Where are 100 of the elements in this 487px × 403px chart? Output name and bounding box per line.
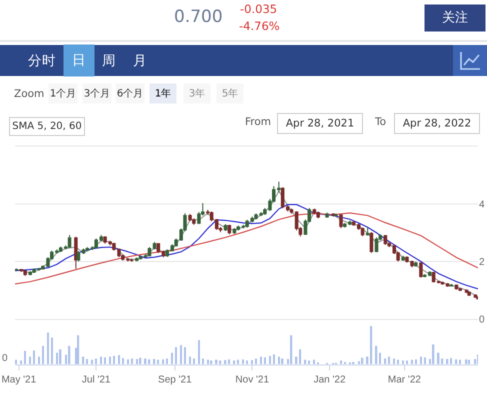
bar [118,355,120,364]
bar [20,360,22,364]
bar [411,360,413,364]
y-tick-label: 0 [479,314,485,326]
bar [15,360,17,364]
text: -0.035 [240,2,278,16]
bar [459,360,461,364]
candlestick [148,246,152,257]
bar [278,356,280,364]
bar [299,349,302,364]
candlestick [28,270,32,276]
bar [122,358,124,364]
bar [379,352,382,364]
bar [33,350,35,364]
candlestick [188,214,192,222]
candlestick [112,242,116,252]
bar [384,358,386,364]
bar [415,359,417,364]
bar [242,359,244,364]
candlestick [339,214,343,229]
bar [402,360,404,364]
bar [86,358,88,364]
bar [358,361,360,364]
bar [59,349,62,364]
bar [56,352,58,364]
candlestick [360,227,364,237]
text: 6个月 [116,88,144,100]
bar [420,356,422,364]
candlestick [23,270,27,276]
candlestick [74,236,78,270]
candlestick [312,208,316,215]
y-tick-label: 2 [479,257,485,268]
bar [237,360,239,364]
text: 5年 [222,88,238,100]
x-tick-label: May '21 [1,374,37,386]
x-tick-label: Jan '22 [314,374,346,386]
bar [251,360,253,364]
bar [77,335,80,364]
bar [198,340,200,364]
bar [308,360,310,364]
bar [207,360,209,364]
bar [131,358,133,364]
bar [255,358,257,364]
bar [397,360,399,364]
bar [189,356,191,364]
text: 关注 [442,10,468,26]
x-tick-label: Mar '22 [388,374,422,386]
line-series [16,190,478,298]
text: 0 [2,353,8,364]
bar [465,359,468,364]
bar [432,344,434,364]
bar [47,332,49,364]
bar [424,357,426,364]
candlestick [454,284,458,290]
bar [304,360,306,364]
text: 1个月 [50,88,76,100]
bar [260,356,262,364]
candlestick [401,255,405,262]
text: From [245,116,272,128]
candlestick [384,234,388,246]
bar [393,358,395,364]
bar [446,358,448,364]
bar [388,356,390,364]
bar [184,347,186,364]
candlestick [117,248,121,258]
text: -4.76% [239,19,280,33]
bar [370,326,372,364]
bar [202,358,204,364]
candlestick [370,232,374,254]
bar [127,359,129,364]
bar [215,360,218,364]
text: 0.700 [174,7,223,27]
text: To [374,116,386,128]
bar [406,360,408,364]
text: SMA 5, 20, 60 [12,121,82,132]
candlestick [467,290,471,296]
candlestick [316,210,320,219]
bar [313,360,316,364]
bar [109,356,111,364]
bar [281,358,284,364]
bar [166,358,168,364]
bar [144,358,146,364]
candlestick [410,260,414,268]
candlestick [419,262,423,278]
bar [91,360,94,364]
candlestick [152,241,156,250]
candlestick [366,226,370,236]
text: Zoom [14,88,44,100]
bar [171,352,173,364]
candlestick [228,224,232,235]
y-tick-label: 4 [479,200,485,210]
bar [224,360,226,364]
text: 月 [133,53,147,69]
bar [136,358,138,364]
candlestick [15,268,18,272]
bar [42,346,44,364]
x-tick-label: Jul '21 [82,374,111,386]
bar [139,358,142,364]
text: 分时 [28,53,56,69]
candlestick [130,258,134,262]
